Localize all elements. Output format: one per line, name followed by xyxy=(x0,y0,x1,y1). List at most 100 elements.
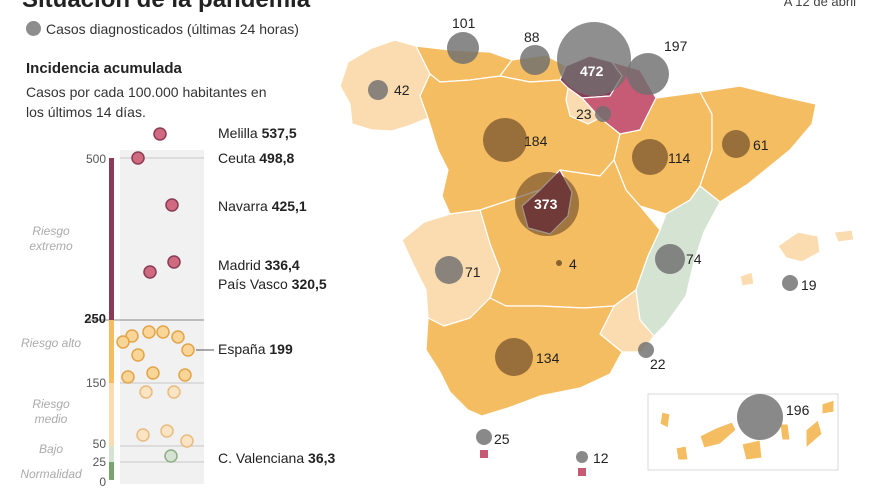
circle-baleares xyxy=(782,275,798,291)
dot-alto-6 xyxy=(131,348,145,362)
dot-alto-4 xyxy=(171,330,185,344)
cases-pais-vasco: 472 xyxy=(580,63,604,79)
label-madrid: Madrid 336,4 xyxy=(218,257,300,273)
dot-espana xyxy=(181,343,195,357)
dot-medio-2 xyxy=(167,385,181,399)
zone-bar-alto xyxy=(109,320,114,383)
dot-alto-5 xyxy=(116,335,130,349)
cases-melilla: 12 xyxy=(593,450,609,466)
label-espana: España 199 xyxy=(218,341,293,357)
incidence-title: Incidencia acumulada xyxy=(26,60,182,77)
legend-label: Casos diagnosticados (últimas 24 horas) xyxy=(46,21,299,37)
dot-navarra xyxy=(165,198,179,212)
region-cataluna xyxy=(699,85,817,203)
cases-la-rioja: 23 xyxy=(576,106,592,122)
dot-alto-9 xyxy=(178,368,192,382)
circle-cataluna xyxy=(722,130,750,158)
cases-aragon: 114 xyxy=(668,150,691,166)
cases-canarias: 196 xyxy=(786,402,810,418)
scale-tick-500: 500 xyxy=(85,152,106,166)
region-baleares xyxy=(739,229,855,287)
scale-tick-150: 150 xyxy=(85,376,106,390)
scale-tick-250: 250 xyxy=(84,311,106,326)
dot-medio-5 xyxy=(180,434,194,448)
canarias-island-5 xyxy=(779,423,791,441)
melilla-marker xyxy=(578,468,586,476)
zone-bar-medio xyxy=(109,383,114,446)
circle-valenciana xyxy=(655,244,685,274)
cases-cantabria: 88 xyxy=(524,29,540,45)
cases-andalucia: 134 xyxy=(536,350,560,366)
circle-la-rioja xyxy=(595,106,611,122)
circle-melilla xyxy=(576,451,588,463)
cases-asturias: 101 xyxy=(452,15,476,31)
circle-extremadura xyxy=(435,256,463,284)
circle-asturias xyxy=(447,32,479,64)
cases-murcia: 22 xyxy=(650,356,666,372)
scale-tick-50: 50 xyxy=(92,437,106,451)
cases-madrid: 373 xyxy=(534,196,558,212)
cases-castilla-leon: 184 xyxy=(524,133,548,149)
zone-bar-bajo xyxy=(109,446,114,462)
label-ceuta: Ceuta 498,8 xyxy=(218,150,295,166)
dot-alto-8 xyxy=(146,366,160,380)
canarias-inset xyxy=(647,393,839,471)
chart-title: Situación de la pandemia xyxy=(22,0,310,14)
scale-tick-25: 25 xyxy=(92,455,106,469)
cases-extremadura: 71 xyxy=(465,264,481,280)
dot-alto-2 xyxy=(142,325,156,339)
case-circles xyxy=(368,22,798,463)
dot-valenciana xyxy=(164,449,178,463)
circle-murcia xyxy=(638,342,654,358)
scale-tick-0: 0 xyxy=(99,475,106,489)
circle-pais-vasco xyxy=(557,22,631,96)
dot-medio-4 xyxy=(160,424,174,438)
label-valenciana: C. Valenciana 36,3 xyxy=(218,450,336,466)
circle-madrid xyxy=(515,172,579,236)
canarias-island-7 xyxy=(821,399,835,415)
zone-label-medio: Riesgo medio xyxy=(32,397,70,426)
circle-andalucia xyxy=(495,338,533,376)
ceuta-marker xyxy=(480,450,488,458)
cases-castilla-la-mancha: 4 xyxy=(569,256,577,272)
circle-navarra xyxy=(627,53,669,95)
zone-bar-normalidad xyxy=(109,462,114,480)
zone-label-normalidad: Normalidad xyxy=(20,467,82,481)
dot-pais-vasco xyxy=(143,265,157,279)
circle-castilla-leon xyxy=(483,118,527,162)
incidence-subtitle: Casos por cada 100.000 habitantes en los… xyxy=(26,84,267,120)
canarias-island-2 xyxy=(675,445,689,461)
cases-baleares: 19 xyxy=(801,277,817,293)
cases-galicia: 42 xyxy=(394,82,410,98)
cases-cataluna: 61 xyxy=(753,137,769,153)
canarias-island-4 xyxy=(741,439,763,461)
canarias-island-1 xyxy=(659,411,671,429)
circle-ceuta xyxy=(476,429,492,445)
canarias-island-3 xyxy=(699,421,737,449)
zone-label-alto: Riesgo alto xyxy=(20,336,82,350)
legend-circle-icon xyxy=(26,21,41,36)
dot-alto-3 xyxy=(156,325,170,339)
dot-medio-3 xyxy=(136,428,150,442)
dot-madrid xyxy=(167,255,181,269)
circle-castilla-la-mancha xyxy=(556,260,562,266)
canarias-island-6 xyxy=(805,419,823,450)
cases-valenciana: 74 xyxy=(686,251,702,267)
zone-label-bajo: Bajo xyxy=(38,442,64,456)
label-pais-vasco: País Vasco 320,5 xyxy=(218,276,327,292)
circle-cantabria xyxy=(520,45,550,75)
zone-bar-extremo xyxy=(109,158,114,320)
date-label: A 12 de abril xyxy=(783,0,856,9)
label-navarra: Navarra 425,1 xyxy=(218,198,307,214)
label-melilla: Melilla 537,5 xyxy=(218,125,297,141)
cases-ceuta: 25 xyxy=(494,431,510,447)
dot-ceuta xyxy=(131,151,145,165)
dot-medio-1 xyxy=(139,385,153,399)
circle-galicia xyxy=(368,80,388,100)
dot-melilla xyxy=(153,127,167,141)
circle-aragon xyxy=(632,139,668,175)
circle-canarias xyxy=(737,394,783,440)
zone-label-extremo: Riesgo extremo xyxy=(29,224,73,253)
